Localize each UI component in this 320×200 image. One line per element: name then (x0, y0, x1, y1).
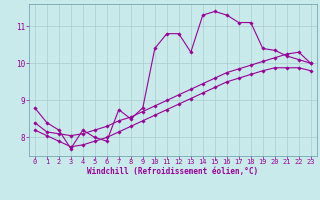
X-axis label: Windchill (Refroidissement éolien,°C): Windchill (Refroidissement éolien,°C) (87, 167, 258, 176)
